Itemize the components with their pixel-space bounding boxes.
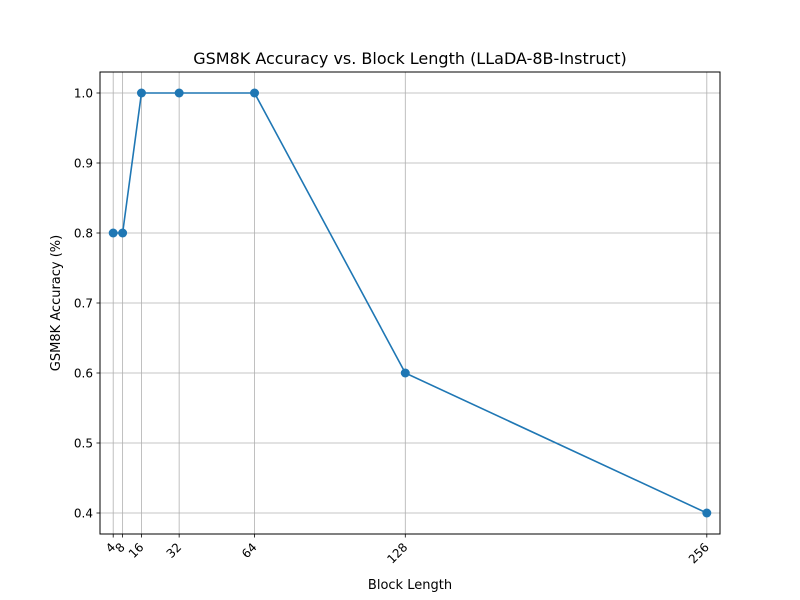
chart-title: GSM8K Accuracy vs. Block Length (LLaDA-8… bbox=[193, 49, 627, 68]
y-axis-label: GSM8K Accuracy (%) bbox=[49, 235, 64, 371]
x-axis-label: Block Length bbox=[368, 578, 452, 593]
series-layer bbox=[108, 88, 712, 518]
data-point bbox=[174, 88, 184, 98]
grid bbox=[100, 72, 720, 534]
data-point bbox=[400, 368, 410, 378]
data-point bbox=[250, 88, 260, 98]
data-point bbox=[118, 228, 128, 238]
data-point bbox=[702, 508, 712, 518]
data-point bbox=[136, 88, 146, 98]
y-tick-label: 0.7 bbox=[74, 296, 93, 310]
y-tick-label: 0.9 bbox=[74, 156, 93, 170]
data-point bbox=[108, 228, 118, 238]
y-tick-label: 0.5 bbox=[74, 436, 93, 450]
y-tick-label: 0.6 bbox=[74, 366, 93, 380]
y-tick-label: 1.0 bbox=[74, 86, 93, 100]
y-tick-label: 0.4 bbox=[74, 506, 93, 520]
y-tick-label: 0.8 bbox=[74, 226, 93, 240]
